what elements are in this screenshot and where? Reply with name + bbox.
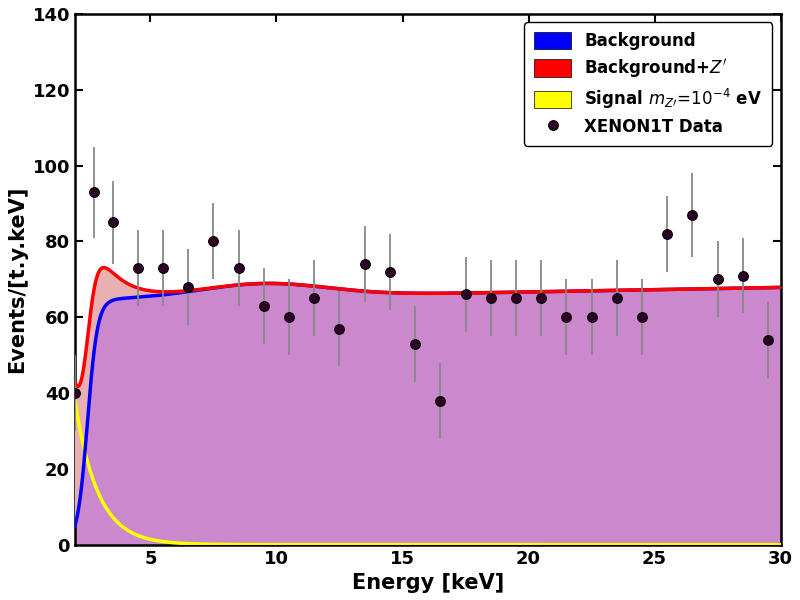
Legend: Background, Background+$Z'$, Signal $m_{Z\prime}\!=\!10^{-4}$ eV, XENON1T Data: Background, Background+$Z'$, Signal $m_{… — [524, 22, 772, 146]
X-axis label: Energy [keV]: Energy [keV] — [351, 573, 504, 593]
Y-axis label: Events/[t.y.keV]: Events/[t.y.keV] — [7, 185, 27, 373]
